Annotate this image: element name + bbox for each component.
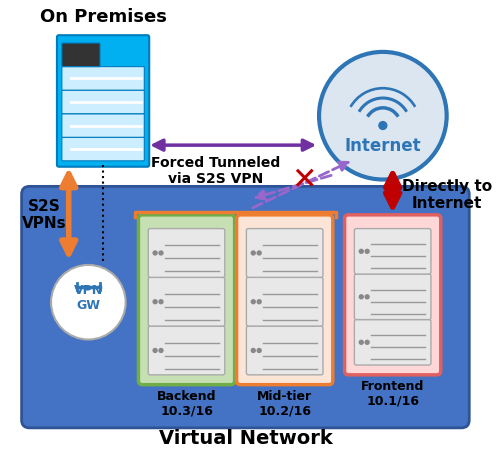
Circle shape: [365, 295, 369, 299]
Circle shape: [257, 251, 261, 256]
FancyBboxPatch shape: [148, 326, 225, 375]
Text: Mid-tier
10.2/16: Mid-tier 10.2/16: [257, 389, 312, 417]
Circle shape: [159, 300, 163, 304]
FancyBboxPatch shape: [354, 275, 431, 320]
FancyBboxPatch shape: [57, 36, 149, 168]
Circle shape: [257, 349, 261, 353]
Circle shape: [153, 251, 157, 256]
FancyBboxPatch shape: [246, 229, 323, 278]
FancyBboxPatch shape: [22, 187, 469, 428]
Text: Forced Tunneled
via S2S VPN: Forced Tunneled via S2S VPN: [152, 155, 280, 185]
FancyBboxPatch shape: [236, 215, 333, 385]
FancyBboxPatch shape: [344, 215, 441, 375]
Circle shape: [51, 265, 126, 340]
FancyBboxPatch shape: [62, 114, 144, 138]
Text: Internet: Internet: [344, 137, 421, 155]
Text: S2S
VPNs: S2S VPNs: [22, 198, 66, 231]
FancyBboxPatch shape: [148, 278, 225, 326]
Circle shape: [360, 295, 363, 299]
Circle shape: [252, 349, 255, 353]
FancyBboxPatch shape: [246, 278, 323, 326]
FancyBboxPatch shape: [148, 229, 225, 278]
FancyBboxPatch shape: [138, 215, 234, 385]
FancyBboxPatch shape: [354, 229, 431, 275]
FancyBboxPatch shape: [62, 91, 144, 114]
Circle shape: [159, 349, 163, 353]
FancyBboxPatch shape: [62, 44, 100, 68]
FancyBboxPatch shape: [354, 320, 431, 365]
Circle shape: [252, 251, 255, 256]
Circle shape: [365, 341, 369, 344]
Circle shape: [360, 250, 363, 254]
Text: Virtual Network: Virtual Network: [158, 428, 332, 447]
Circle shape: [153, 300, 157, 304]
Text: ✕: ✕: [292, 166, 317, 194]
Text: VPN
GW: VPN GW: [74, 284, 103, 312]
Circle shape: [159, 251, 163, 256]
Circle shape: [252, 300, 255, 304]
FancyBboxPatch shape: [246, 326, 323, 375]
Circle shape: [365, 250, 369, 254]
Text: Frontend
10.1/16: Frontend 10.1/16: [361, 379, 424, 407]
Circle shape: [379, 122, 387, 130]
Circle shape: [360, 341, 363, 344]
Text: Backend
10.3/16: Backend 10.3/16: [157, 389, 216, 417]
Circle shape: [153, 349, 157, 353]
FancyBboxPatch shape: [62, 138, 144, 162]
Text: Directly to
Internet: Directly to Internet: [402, 179, 492, 211]
FancyBboxPatch shape: [62, 68, 144, 91]
Text: On Premises: On Premises: [40, 8, 166, 26]
Circle shape: [319, 53, 446, 180]
Circle shape: [257, 300, 261, 304]
